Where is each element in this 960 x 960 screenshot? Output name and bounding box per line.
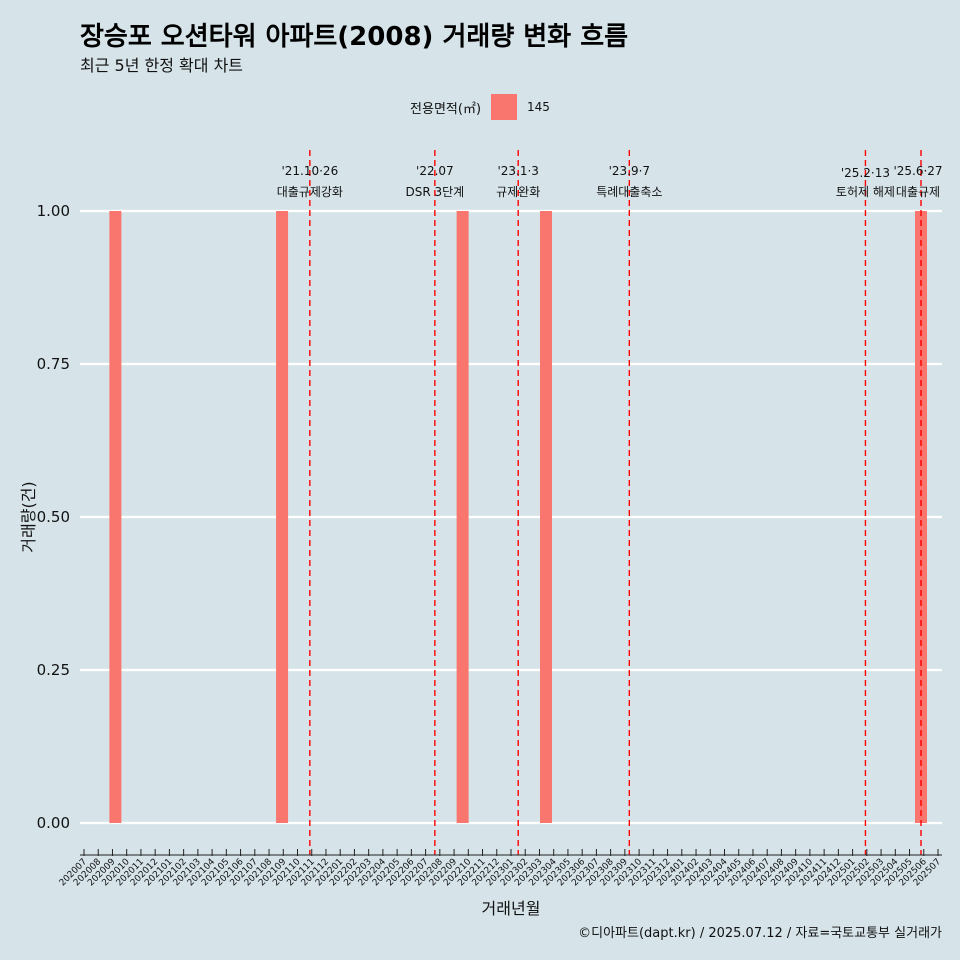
event-policy-label: DSR 3단계 — [405, 185, 464, 199]
bar — [539, 211, 552, 823]
y-axis-ticks: 0.00 0.25 0.50 0.75 1.00 — [37, 202, 70, 832]
y-tick-label: 0.50 — [37, 508, 70, 526]
event-date-label: '25.6·27 — [893, 164, 942, 178]
chart-subtitle: 최근 5년 한정 확대 차트 — [80, 56, 244, 75]
event-policy-label: 토허제 해제 — [836, 185, 895, 199]
event-date-label: '23.9·7 — [609, 164, 650, 178]
legend-swatch — [491, 94, 518, 120]
grid-lines — [80, 209, 942, 825]
x-axis: 2020072020082020092020102020112020122021… — [58, 849, 943, 888]
legend: 전용면적(㎡) 145 — [0, 94, 960, 120]
bar — [276, 211, 289, 823]
event-date-label: '23.1·3 — [497, 164, 538, 178]
legend-title: 전용면적(㎡) — [410, 101, 482, 117]
event-policy-label: 특례대출축소 — [596, 185, 662, 199]
event-lines: '21.10·26 대출규제강화 '22.07 DSR 3단계 '23.1·3 규제완화 '… — [277, 150, 943, 855]
event-policy-label: 규제완화 — [496, 185, 540, 199]
x-axis-label: 거래년월 — [482, 899, 541, 918]
y-axis-label: 거래량(건) — [19, 481, 38, 552]
bar — [109, 211, 122, 823]
event-policy-label: 대출규제강화 — [277, 185, 343, 199]
event-date-label: '21.10·26 — [281, 164, 338, 178]
legend-label: 145 — [527, 100, 550, 114]
bar — [915, 211, 927, 823]
source-caption: ©디아파트(dapt.kr) / 2025.07.12 / 자료=국토교통부 실… — [578, 926, 942, 941]
event-date-label: '22.07 — [416, 164, 454, 178]
y-tick-label: 0.00 — [37, 814, 70, 832]
chart-title: 장승포 오션타워 아파트(2008) 거래량 변화 흐름 — [80, 22, 629, 52]
y-tick-label: 1.00 — [37, 202, 70, 220]
y-tick-label: 0.25 — [37, 661, 70, 679]
bar — [456, 211, 469, 823]
y-tick-label: 0.75 — [37, 355, 70, 373]
event-policy-label: 대출규제 — [896, 185, 940, 199]
bars — [109, 211, 927, 823]
event-date-label: '25.2·13 — [841, 166, 890, 180]
